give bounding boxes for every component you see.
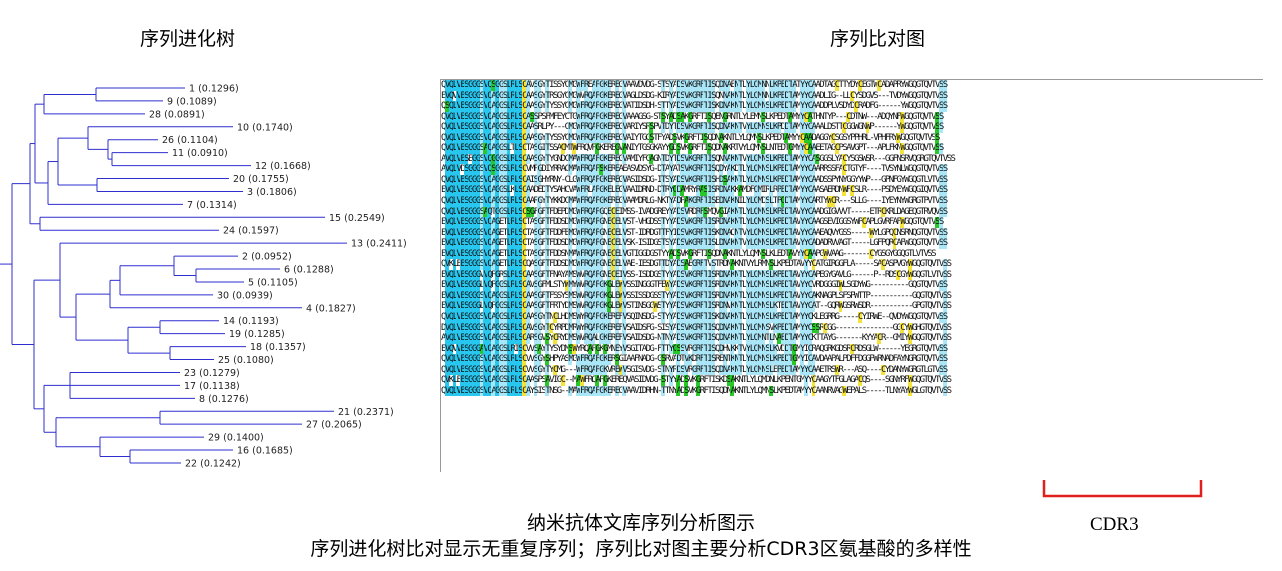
tree-leaf-label: 23 (0.1279) — [184, 368, 240, 379]
tree-leaf-label: 4 (0.1827) — [306, 303, 356, 314]
alignment-row: QVQLVESGGGSVQAGGSLRLSCAYSISTNSG--MAWFRQA… — [441, 385, 952, 397]
tree-leaf-label: 3 (0.1806) — [247, 187, 297, 198]
tree-title: 序列进化树 — [140, 28, 236, 50]
alignment-row: QVQLVESGGGSVQAGGSLRLSCAISGHYRNY-CLGWFRQA… — [441, 174, 948, 186]
sequence-alignment: QVQLVESGGGSVQSGGSLRLSCAVSGYTISSYCMGWFREA… — [440, 79, 1263, 472]
tree-leaf-label: 8 (0.1276) — [199, 394, 249, 405]
tree-leaf-label: 12 (0.1668) — [255, 161, 311, 172]
alignment-row: QVQLVESGGGSAQAGGSLTLSCTASGITSSACMTWFRQVP… — [441, 143, 944, 154]
caption-line-1: 纳米抗体文库序列分析图示 — [526, 512, 755, 534]
tree-leaf-label: 15 (0.2549) — [329, 213, 385, 224]
alignment-row: EVQLVESGGGSVQAGETLRLSCTASGFTFDDFEMGWFRQA… — [441, 227, 948, 239]
tree-leaf-label: 7 (0.1314) — [187, 200, 237, 211]
alignment-title: 序列比对图 — [830, 28, 926, 50]
alignment-row: EVQLVESGGGLVQPGGSLRLSCAVSGFMLSTYWMYWVRQA… — [441, 280, 948, 291]
tree-leaf-label: 1 (0.1296) — [189, 84, 239, 95]
alignment-row: EVQLVESGGGSVQAGETLRLSCTASGFTFDDSNMAWFRQA… — [441, 248, 937, 260]
alignment-row: EVQVVESGGGAVQAGGSLRISCVVSAYTYSYDMSWYRQAP… — [441, 343, 948, 355]
tree-leaf-label: 6 (0.1288) — [284, 265, 334, 276]
cdr3-label: CDR3 — [1090, 514, 1139, 535]
tree-leaf-label: 18 (0.1357) — [250, 342, 306, 353]
tree-leaf-label: 20 (0.1755) — [233, 174, 289, 185]
phylogenetic-tree: 1 (0.1296)9 (0.1089) 28 (0.0891) 10 (0.174… — [0, 84, 407, 469]
alignment-row: AVQLVESEGGSVQGGGSLRLSCAASGYTYGNDCMAWFRQA… — [441, 153, 956, 165]
tree-leaf-label: 5 (0.1105) — [248, 277, 298, 288]
alignment-row: QVQLVESGGGSVQAGGSLRLSCAARGYTYKKDCMAWFRQA… — [441, 196, 948, 207]
tree-leaf-label: 10 (0.1740) — [237, 122, 293, 133]
tree-leaf-label: 25 (0.1080) — [218, 355, 274, 366]
alignment-row: QVQLVESGGGSVQAGGSLRLSCVVSGYTYCMG---WFRQA… — [441, 364, 948, 376]
tree-leaf-label: 29 (0.1400) — [208, 433, 264, 444]
alignment-row: QSQLVESGGGSVQAGGSLRLSCAASGYTYSSYCMGWFRQA… — [441, 101, 948, 112]
alignment-row: QVQLVESGGGSVQSGGSLRLSCAVSGYTISSYCMGWFREA… — [441, 80, 948, 91]
alignment-row: EVQLVESGGGSVQAGETLRLSCTASGFTFDDSDMGWFRQA… — [441, 217, 944, 228]
tree-leaf-label: 14 (0.1193) — [223, 316, 279, 327]
alignment-row: DVQLVESGGGSVQAGGSLRLSCAVSGYTCYRPDMRWYRQA… — [441, 322, 952, 334]
alignment-row: AVQLVDSGGGSVQSGGSLRLSCVMPGDIYRRACMAWFRQA… — [441, 164, 948, 175]
alignment-row: AVQLVESGGGSVQAGGSLRLSCARSGVSYCRYDMSWVRQA… — [441, 333, 952, 344]
alignment-row: QVKLEESGGGSVQAGETLRLSCQASGFTFDDSDMGWFRQA… — [441, 259, 952, 270]
tree-leaf-label: 22 (0.1242) — [185, 458, 241, 469]
alignment-row: QVKLEESGGGSVQAGGSLRLSCAASPSAVIGC--MAWFRQ… — [441, 375, 952, 386]
tree-leaf-label: 13 (0.2411) — [351, 239, 407, 250]
alignment-row: QVQLVESGGGSVQAGGSLRLSCAASGYTYSSYCMGWFRQA… — [441, 132, 940, 144]
alignment-row: QVQLVESGGGSAQTGGSLRLSCSGFGFTFDEPDMGWFRQA… — [441, 206, 948, 218]
alignment-row: EVQLVESGGGVVQPGRSLRLSCAASGFTFNAYAMSWVRQA… — [441, 269, 952, 281]
tree-leaf-label: 19 (0.1285) — [229, 329, 285, 340]
alignment-row: EVQLVESGGGSVQAGETLRLSCTASGFTFDDSDMGWFRQA… — [441, 238, 948, 249]
alignment-row: QVQLVESGGGSVQAGGSLRLSCASSPSFMFEYCTGWFRQA… — [441, 111, 944, 123]
tree-leaf-label: 26 (0.1104) — [162, 135, 218, 146]
alignment-row: QVQLVESGGGSVQAGGSLRLSCAASGYTNCLHDMSWYRQA… — [441, 312, 948, 323]
caption-line-2: 序列进化树比对显示无重复序列；序列比对图主要分析CDR3区氨基酸的多样性 — [310, 538, 972, 560]
tree-leaf-label: 2 (0.0952) — [242, 252, 292, 263]
alignment-row: EVQLVESGGGLVQPGGSLRLSCAASGFTFRTYDMSWVRQA… — [441, 301, 952, 313]
tree-leaf-label: 17 (0.1138) — [184, 381, 240, 392]
alignment-row: QVQLVESGGGSVQAGGSLRLSCAASRLPY---CMGWFRQA… — [441, 122, 944, 133]
tree-leaf-label: 27 (0.2065) — [306, 420, 362, 431]
alignment-row: EVQVVESGGGSVQAGGSLRLSCAASGYTRSGYCMGWVRQA… — [441, 90, 948, 102]
alignment-row: EVQLVESGGGSVQAGGSLRLSCAASGFTFSSYSMSWVRQA… — [441, 290, 952, 302]
tree-leaf-label: 16 (0.1685) — [237, 446, 293, 457]
tree-leaf-label: 11 (0.0910) — [172, 148, 228, 159]
cdr3-bracket — [1042, 480, 1203, 498]
tree-leaf-label: 24 (0.1597) — [223, 226, 279, 237]
alignment-row: QVQLVESGGGSVQAGGSLRLSCVVSGYSHPYASMGWFRQA… — [441, 354, 948, 365]
tree-leaf-label: 21 (0.2371) — [338, 407, 394, 418]
tree-leaf-label: 30 (0.0939) — [217, 290, 273, 301]
tree-leaf-label: 28 (0.0891) — [149, 109, 205, 120]
alignment-row: EVQLVESGGGSVQAGGSLKLSCAADEDTYSAHCVAWFRLA… — [441, 185, 948, 197]
tree-leaf-label: 9 (0.1089) — [167, 96, 217, 107]
